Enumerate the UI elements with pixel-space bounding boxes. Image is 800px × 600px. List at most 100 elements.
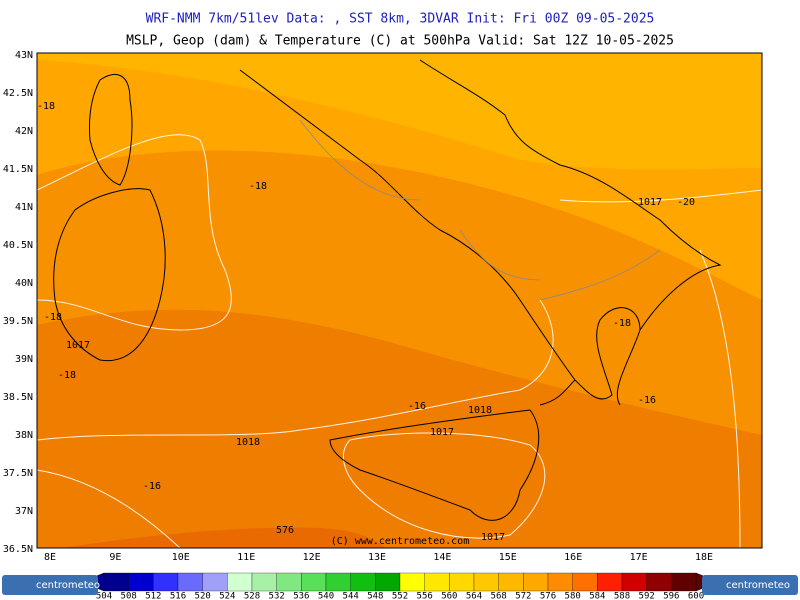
colorbar-swatch	[597, 572, 623, 592]
contour-label: -16	[143, 481, 161, 492]
colorbar-label: 576	[540, 592, 556, 600]
lat-label: 43N	[15, 50, 33, 61]
header-line-1: WRF-NMM 7km/51lev Data: , SST 8km, 3DVAR…	[146, 12, 655, 27]
lon-label: 8E	[44, 552, 56, 563]
map-area	[37, 53, 762, 548]
lat-label: 42.5N	[3, 88, 33, 99]
contour-label: 1018	[468, 405, 492, 416]
map-frame	[36, 52, 763, 549]
contour-label: 1017	[638, 197, 662, 208]
colorbar-swatch	[523, 572, 549, 592]
colorbar-label: 536	[293, 592, 309, 600]
lat-label: 40.5N	[3, 240, 33, 251]
lon-label: 13E	[368, 552, 386, 563]
coastline	[239, 59, 722, 406]
colorbar-label: 560	[441, 592, 457, 600]
colorbar-label: 524	[219, 592, 235, 600]
colorbar-swatch	[621, 572, 647, 592]
lat-label: 39.5N	[3, 316, 33, 327]
colorbar-label: 564	[466, 592, 482, 600]
colorbar-swatch	[103, 572, 129, 592]
colorbar-label: 532	[269, 592, 285, 600]
logo-text: centrometeo	[36, 580, 100, 591]
colorbar: 504 508 512 516 520 524 528 532 536 540 544 548 552 5…	[81, 572, 719, 600]
lat-label: 37N	[15, 506, 33, 517]
contour-label: 1017	[430, 427, 454, 438]
contour-label: -18	[58, 370, 76, 381]
watermark: (C) www.centrometeo.com	[331, 536, 469, 547]
colorbar-label: 508	[121, 592, 137, 600]
lat-label: 36.5N	[3, 544, 33, 555]
coastline	[329, 409, 540, 521]
colorbar-label: 528	[244, 592, 260, 600]
isobar	[37, 134, 232, 331]
contour-label: 1017	[66, 340, 90, 351]
lat-label: 40N	[15, 278, 33, 289]
isobar	[559, 189, 762, 203]
lat-label: 41N	[15, 202, 33, 213]
colorbar-label: 540	[318, 592, 334, 600]
isobar	[37, 299, 554, 441]
colorbar-swatch	[202, 572, 228, 592]
colorbar-swatch	[399, 572, 425, 592]
lon-label: 9E	[109, 552, 121, 563]
colorbar-label: 516	[170, 592, 186, 600]
contour-label: -18	[44, 312, 62, 323]
lon-label: 18E	[695, 552, 713, 563]
colorbar-label: 544	[343, 592, 359, 600]
colorbar-label: 580	[565, 592, 581, 600]
colorbar-swatch	[251, 572, 277, 592]
colorbar-swatch	[227, 572, 253, 592]
contour-label: -20	[677, 197, 695, 208]
colorbar-swatch	[449, 572, 475, 592]
colorbar-swatch	[276, 572, 302, 592]
colorbar-swatch	[424, 572, 450, 592]
lat-label: 38.5N	[3, 392, 33, 403]
lon-label: 10E	[172, 552, 190, 563]
colorbar-label: 552	[392, 592, 408, 600]
lon-label: 15E	[499, 552, 517, 563]
colorbar-swatch	[153, 572, 179, 592]
colorbar-swatch	[375, 572, 401, 592]
colorbar-swatch	[473, 572, 499, 592]
lon-label: 16E	[564, 552, 582, 563]
lat-label: 39N	[15, 354, 33, 365]
colorbar-label: 548	[367, 592, 383, 600]
contour-label: -18	[249, 181, 267, 192]
colorbar-label: 504	[96, 592, 112, 600]
region-border	[299, 119, 661, 301]
colorbar-swatch	[547, 572, 573, 592]
colorbar-label: 592	[639, 592, 655, 600]
colorbar-label: 572	[515, 592, 531, 600]
lon-label: 12E	[303, 552, 321, 563]
colorbar-label: 588	[614, 592, 630, 600]
colorbar-label: 584	[589, 592, 605, 600]
coastline	[89, 74, 133, 186]
logo-box	[702, 575, 798, 595]
colorbar-label: 556	[417, 592, 433, 600]
colorbar-swatch	[498, 572, 524, 592]
logo-box	[2, 575, 98, 595]
colorbar-label: 568	[491, 592, 507, 600]
logo-text: centrometeo	[726, 580, 790, 591]
lon-label: 14E	[433, 552, 451, 563]
colorbar-swatch	[646, 572, 672, 592]
isobar	[37, 469, 181, 548]
lon-label: 11E	[237, 552, 255, 563]
lat-label: 37.5N	[3, 468, 33, 479]
colorbar-label: 600	[688, 592, 704, 600]
band-fill	[61, 527, 387, 548]
colorbar-swatch	[325, 572, 351, 592]
colorbar-label: 596	[663, 592, 679, 600]
colorbar-label: 512	[145, 592, 161, 600]
coastline	[53, 188, 166, 362]
lon-label: 17E	[630, 552, 648, 563]
colorbar-label: 520	[195, 592, 211, 600]
contour-label: 1018	[236, 437, 260, 448]
contour-label: -16	[638, 395, 656, 406]
colorbar-swatch	[572, 572, 598, 592]
colorbar-swatch	[177, 572, 203, 592]
colorbar-swatch	[128, 572, 154, 592]
contour-label: -16	[408, 401, 426, 412]
lat-label: 38N	[15, 430, 33, 441]
